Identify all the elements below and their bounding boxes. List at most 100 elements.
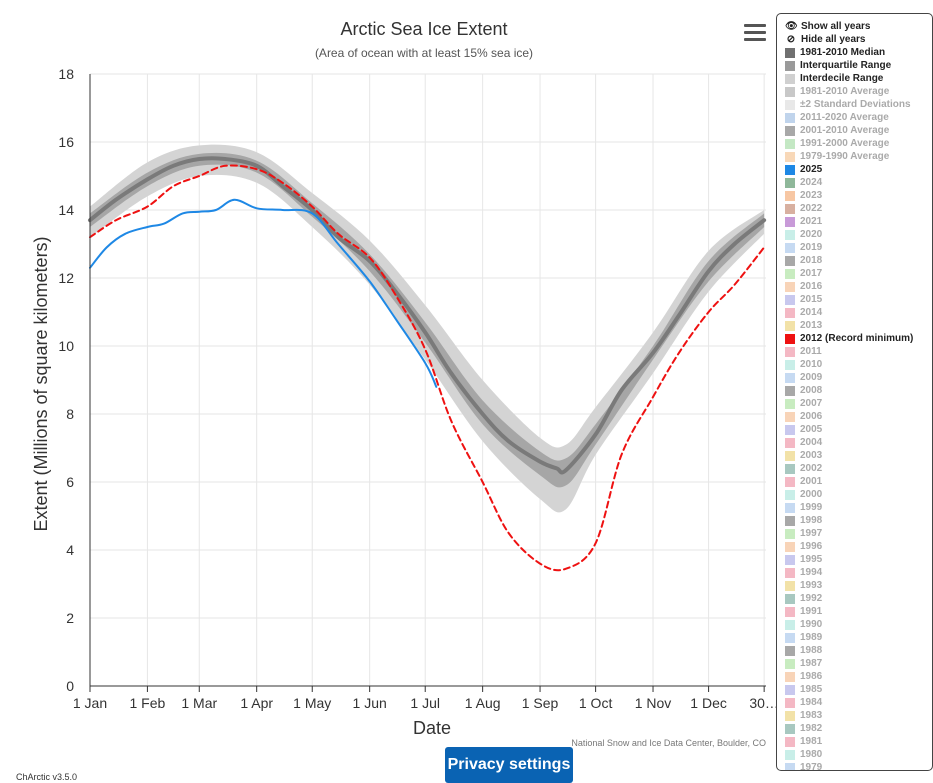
y-tick-label: 8 (66, 406, 74, 422)
legend-item[interactable]: Interquartile Range (785, 59, 932, 72)
legend-item[interactable]: 1979-1990 Average (785, 150, 932, 163)
legend-label: 1995 (800, 554, 823, 565)
legend-item[interactable]: 2015 (785, 293, 932, 306)
legend-label: 2001-2010 Average (800, 125, 890, 136)
x-tick-label: 1 Apr (240, 695, 273, 711)
legend-swatch (785, 684, 795, 695)
legend-swatch (785, 346, 795, 357)
legend-item[interactable]: 2009 (785, 371, 932, 384)
legend-label: Interdecile Range (800, 73, 884, 84)
legend-item[interactable]: 2006 (785, 410, 932, 423)
legend-item[interactable]: 2010 (785, 358, 932, 371)
x-tick-label: 1 Jun (353, 695, 387, 711)
menu-bar (744, 31, 766, 34)
legend-swatch (785, 203, 795, 214)
legend-item[interactable]: 2008 (785, 384, 932, 397)
legend-swatch (785, 60, 795, 71)
legend-label: Interquartile Range (800, 60, 892, 71)
legend-item[interactable]: 1988 (785, 644, 932, 657)
legend-item[interactable]: 1991-2000 Average (785, 137, 932, 150)
x-tick-label: 1 Jul (410, 695, 440, 711)
legend-item[interactable]: 1998 (785, 514, 932, 527)
legend-swatch (785, 294, 795, 305)
legend-item[interactable]: 1993 (785, 579, 932, 592)
legend-item[interactable]: 2018 (785, 254, 932, 267)
legend-item[interactable]: 2011 (785, 345, 932, 358)
legend-label: 2024 (800, 177, 823, 188)
legend-item[interactable]: 2001-2010 Average (785, 124, 932, 137)
legend-item[interactable]: 1983 (785, 709, 932, 722)
legend-swatch (785, 749, 795, 760)
legend-item[interactable]: 2003 (785, 449, 932, 462)
legend-label: 1984 (800, 697, 823, 708)
legend-swatch (785, 424, 795, 435)
legend-item[interactable]: 2005 (785, 423, 932, 436)
legend-item[interactable]: 1982 (785, 722, 932, 735)
legend-item[interactable]: 1995 (785, 553, 932, 566)
legend-item[interactable]: 2013 (785, 319, 932, 332)
legend-item[interactable]: 1996 (785, 540, 932, 553)
legend-item[interactable]: 2025 (785, 163, 932, 176)
legend-label: 1982 (800, 723, 823, 734)
legend-item[interactable]: 1981-2010 Average (785, 85, 932, 98)
legend-swatch (785, 736, 795, 747)
data-credit: National Snow and Ice Data Center, Bould… (571, 738, 766, 748)
legend-item[interactable]: 2019 (785, 241, 932, 254)
legend-item[interactable]: 2021 (785, 215, 932, 228)
legend-label: 2003 (800, 450, 823, 461)
legend-swatch (785, 320, 795, 331)
legend-item[interactable]: ±2 Standard Deviations (785, 98, 932, 111)
legend-item[interactable]: 1990 (785, 618, 932, 631)
legend-item[interactable]: 2016 (785, 280, 932, 293)
legend-item[interactable]: 2004 (785, 436, 932, 449)
legend-item[interactable]: 1985 (785, 683, 932, 696)
show-all-years-toggle[interactable]: 👁 Show all years (785, 20, 932, 33)
legend-item[interactable]: 1987 (785, 657, 932, 670)
hamburger-menu-icon[interactable] (744, 24, 766, 42)
legend-item[interactable]: 1999 (785, 501, 932, 514)
legend-label: 1991-2000 Average (800, 138, 890, 149)
legend-item[interactable]: 1981 (785, 735, 932, 748)
legend-swatch (785, 411, 795, 422)
y-axis-title: Extent (Millions of square kilometers) (31, 236, 51, 531)
legend-item[interactable]: 2001 (785, 475, 932, 488)
legend-item[interactable]: 1980 (785, 748, 932, 761)
legend-item[interactable]: 2012 (Record minimum) (785, 332, 932, 345)
legend-item[interactable]: 2002 (785, 462, 932, 475)
legend-swatch (785, 177, 795, 188)
legend-swatch (785, 541, 795, 552)
x-axis-title: Date (413, 718, 451, 738)
legend-swatch (785, 762, 795, 770)
legend-item[interactable]: 1997 (785, 527, 932, 540)
hide-all-years-toggle[interactable]: ⊘ Hide all years (785, 33, 932, 46)
privacy-settings-button[interactable]: Privacy settings (445, 747, 573, 783)
x-tick-label: 1 Dec (690, 695, 727, 711)
x-tick-label: 1 Aug (465, 695, 501, 711)
legend-item[interactable]: 2017 (785, 267, 932, 280)
legend-item[interactable]: 1994 (785, 566, 932, 579)
legend-item[interactable]: 2022 (785, 202, 932, 215)
legend-item[interactable]: 1979 (785, 761, 932, 770)
legend-swatch (785, 255, 795, 266)
legend-item[interactable]: 1984 (785, 696, 932, 709)
legend-item[interactable]: 1986 (785, 670, 932, 683)
legend-item[interactable]: 2024 (785, 176, 932, 189)
legend-item[interactable]: 1981-2010 Median (785, 46, 932, 59)
legend-label: 2015 (800, 294, 823, 305)
legend-item[interactable]: 2014 (785, 306, 932, 319)
legend-item[interactable]: Interdecile Range (785, 72, 932, 85)
legend-swatch (785, 502, 795, 513)
legend-item[interactable]: 2020 (785, 228, 932, 241)
legend-item[interactable]: 1991 (785, 605, 932, 618)
legend-item[interactable]: 1989 (785, 631, 932, 644)
legend-item[interactable]: 2000 (785, 488, 932, 501)
x-tick-label: 1 Nov (635, 695, 672, 711)
legend-label: 2011 (800, 346, 822, 357)
legend-item[interactable]: 1992 (785, 592, 932, 605)
legend-items: 1981-2010 Median Interquartile Range Inter… (785, 46, 932, 770)
y-tick-label: 12 (58, 270, 74, 286)
legend-item[interactable]: 2011-2020 Average (785, 111, 932, 124)
legend-item[interactable]: 2023 (785, 189, 932, 202)
legend-swatch (785, 437, 795, 448)
legend-item[interactable]: 2007 (785, 397, 932, 410)
